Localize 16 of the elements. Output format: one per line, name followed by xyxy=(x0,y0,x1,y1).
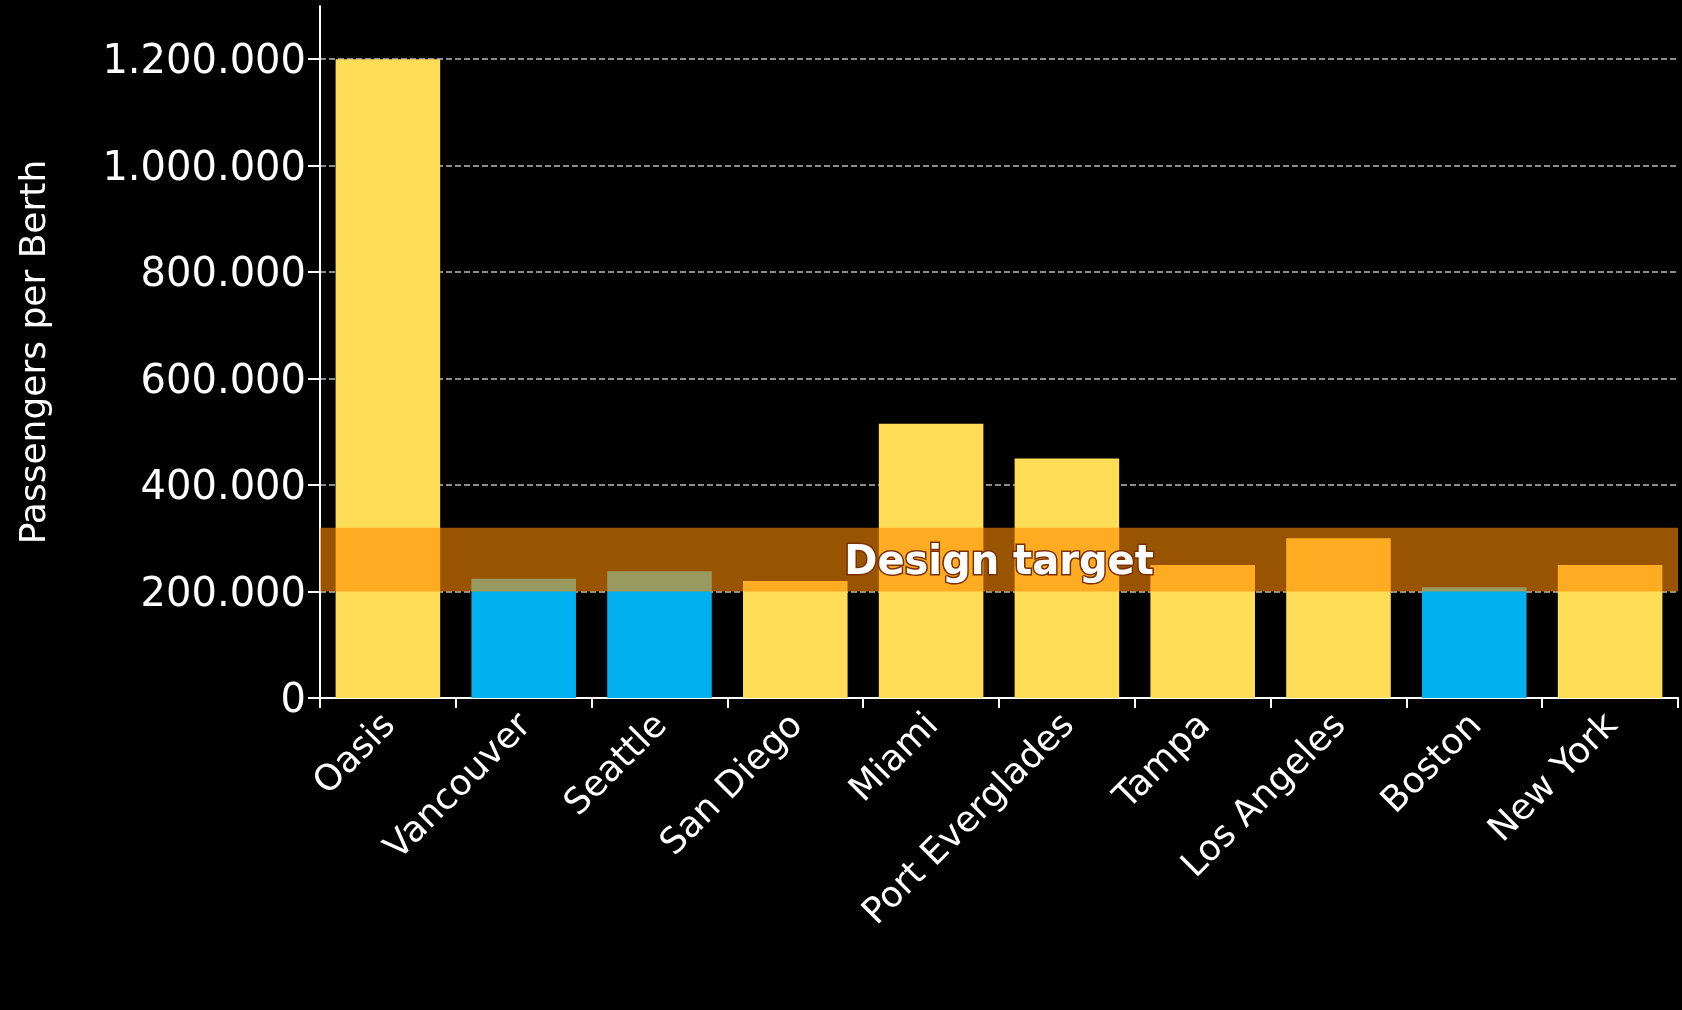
y-tick-label: 800.000 xyxy=(140,249,306,296)
bar xyxy=(743,580,848,698)
band-label: Design target xyxy=(844,536,1154,583)
y-tick-label: 0 xyxy=(280,675,306,721)
y-tick-label: 200.000 xyxy=(140,568,306,615)
bar xyxy=(1422,587,1527,698)
bar xyxy=(607,571,712,698)
bar xyxy=(1286,538,1391,698)
bar xyxy=(1557,564,1663,698)
bar xyxy=(335,59,441,698)
y-tick-label: 1.200.000 xyxy=(102,36,306,83)
y-axis-title: Passengers per Berth xyxy=(11,159,53,545)
y-tick-label: 1.000.000 xyxy=(102,142,306,189)
bar xyxy=(471,578,576,698)
y-tick-label: 400.000 xyxy=(140,462,306,509)
y-tick-label: 600.000 xyxy=(140,355,306,402)
